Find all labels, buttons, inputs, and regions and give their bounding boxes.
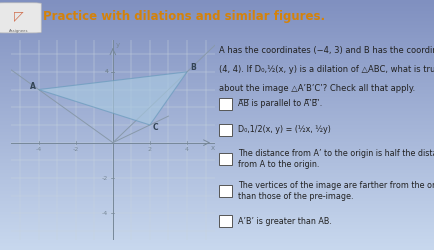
Text: C: C [152, 123, 158, 132]
Text: D₀,1/2(x, y) = (½x, ½y): D₀,1/2(x, y) = (½x, ½y) [238, 126, 331, 134]
FancyBboxPatch shape [0, 3, 41, 33]
Text: -4: -4 [102, 211, 108, 216]
Text: A’B’ is greater than AB.: A’B’ is greater than AB. [238, 216, 332, 226]
Text: -2: -2 [72, 146, 79, 152]
Bar [219, 124, 232, 136]
Text: B: B [191, 63, 196, 72]
Text: 2: 2 [148, 146, 152, 152]
Text: 4: 4 [185, 146, 189, 152]
Bar [219, 98, 232, 110]
Bar [219, 185, 232, 197]
Text: about the image △A’B’C’? Check all that apply.: about the image △A’B’C’? Check all that … [219, 84, 415, 93]
Text: A has the coordinates (−4, 3) and B has the coordinates: A has the coordinates (−4, 3) and B has … [219, 46, 434, 55]
Text: (4, 4). If D₀,½(x, y) is a dilation of △ABC, what is true: (4, 4). If D₀,½(x, y) is a dilation of △… [219, 65, 434, 74]
Text: -2: -2 [102, 176, 108, 180]
Text: y: y [115, 42, 120, 48]
Text: ◸: ◸ [14, 10, 23, 23]
Text: The vertices of the image are farther from the origin
than those of the pre-imag: The vertices of the image are farther fr… [238, 181, 434, 201]
Bar [219, 153, 232, 165]
Text: A: A [30, 82, 36, 91]
Text: Practice with dilations and similar figures.: Practice with dilations and similar figu… [43, 10, 326, 23]
Text: -4: -4 [36, 146, 42, 152]
Text: 4: 4 [104, 69, 108, 74]
Text: x: x [211, 145, 215, 151]
Text: The distance from A’ to the origin is half the distance
from A to the origin.: The distance from A’ to the origin is ha… [238, 149, 434, 169]
Text: A̅B̅ is parallel to A̅’B̅’.: A̅B̅ is parallel to A̅’B̅’. [238, 100, 322, 108]
Bar [219, 215, 232, 227]
Text: 4: 4 [104, 69, 108, 74]
Text: Assignees: Assignees [9, 29, 28, 33]
Polygon shape [39, 72, 187, 125]
